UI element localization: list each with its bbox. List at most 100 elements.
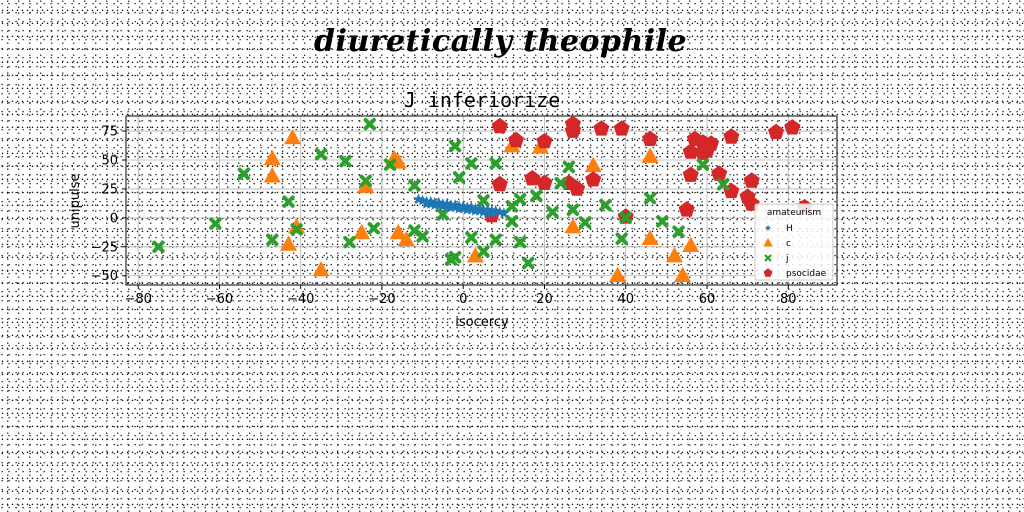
- x-axis-label: isocercy: [455, 315, 509, 330]
- data-point-j: [562, 160, 576, 174]
- legend-title: amateurism: [767, 208, 821, 218]
- data-point-psocidae: [694, 144, 711, 160]
- y-tick-label: 50: [101, 153, 118, 168]
- legend-marker-psocidae: [763, 268, 773, 277]
- data-point-c: [641, 229, 659, 245]
- data-point-h: [486, 207, 498, 219]
- data-point-c: [466, 247, 484, 263]
- x-tick-label: 40: [617, 292, 634, 307]
- axis-ticks: −80 −60 −40 −20 0 20 40 60 80 −50 −25 0 25 50 75: [91, 125, 797, 307]
- data-point-c: [357, 177, 375, 193]
- data-point-c: [284, 128, 302, 145]
- x-tick-label: 20: [536, 292, 553, 307]
- data-point-psocidae: [536, 133, 553, 149]
- data-point-j: [566, 203, 580, 216]
- data-point-j: [578, 216, 592, 229]
- legend-marker-c: [763, 238, 773, 247]
- data-point-c: [397, 230, 415, 247]
- page-title: diuretically theophile: [314, 24, 688, 59]
- data-point-j: [282, 195, 295, 208]
- data-point-c: [584, 156, 602, 173]
- x-tick-label: −40: [287, 292, 314, 307]
- data-point-j: [152, 240, 165, 254]
- data-point-j: [363, 117, 376, 131]
- legend-label-psocidae: psocidae: [786, 269, 827, 279]
- legend: amateurism Hcj psocidae: [754, 203, 834, 281]
- data-point-j: [477, 245, 490, 258]
- data-point-c: [641, 147, 659, 163]
- data-point-c: [609, 266, 627, 283]
- data-point-j: [209, 217, 222, 230]
- data-point-psocidae: [568, 180, 586, 196]
- data-point-psocidae: [678, 201, 695, 217]
- data-point-psocidae: [491, 175, 508, 192]
- data-point-j: [489, 233, 502, 247]
- data-point-psocidae: [768, 123, 785, 140]
- data-points: [152, 115, 813, 283]
- data-point-j: [367, 222, 381, 235]
- data-point-h: [498, 207, 510, 219]
- legend-label-c: c: [786, 239, 791, 249]
- data-point-c: [312, 260, 330, 277]
- data-point-j: [599, 198, 612, 212]
- data-point-j: [436, 208, 450, 221]
- data-point-j: [448, 251, 462, 264]
- data-point-j: [465, 157, 478, 170]
- data-point-psocidae: [524, 170, 541, 186]
- data-point-psocidae: [743, 172, 760, 188]
- data-point-c: [682, 236, 700, 252]
- data-point-j: [452, 171, 466, 184]
- data-point-j: [513, 235, 527, 249]
- legend-marker-h: [764, 224, 772, 231]
- data-point-psocidae: [642, 130, 659, 146]
- data-point-j: [615, 232, 628, 245]
- x-tick-label: −60: [206, 292, 233, 307]
- legend-marker-j: [764, 254, 772, 262]
- data-point-j: [717, 178, 730, 191]
- data-point-j: [408, 179, 421, 192]
- y-axis-label: unipulse: [68, 174, 83, 229]
- data-point-j: [465, 231, 478, 244]
- x-tick-label: −80: [124, 292, 151, 307]
- legend-box: [754, 203, 834, 281]
- data-point-psocidae: [491, 117, 508, 134]
- data-point-j: [416, 230, 429, 243]
- legend-label-h: H: [786, 224, 793, 234]
- data-point-c: [665, 247, 684, 263]
- data-point-psocidae: [613, 120, 630, 136]
- x-tick-label: 60: [699, 292, 716, 307]
- data-point-c: [389, 223, 407, 240]
- data-point-j: [672, 225, 685, 238]
- data-point-j: [237, 167, 251, 181]
- data-point-j: [266, 233, 279, 247]
- data-point-j: [522, 256, 535, 270]
- data-point-psocidae: [564, 115, 581, 131]
- y-tick-label: −25: [91, 240, 118, 255]
- x-tick-label: 80: [780, 292, 797, 307]
- data-point-psocidae: [723, 128, 740, 144]
- data-point-c: [263, 149, 281, 166]
- y-tick-label: 25: [101, 182, 118, 197]
- y-tick-label: 75: [101, 125, 118, 140]
- data-point-j: [546, 205, 559, 219]
- data-point-j: [619, 211, 632, 225]
- data-point-psocidae: [585, 171, 602, 187]
- data-point-j: [696, 158, 710, 171]
- data-point-j: [448, 139, 462, 153]
- data-point-psocidae: [682, 166, 699, 182]
- chart-title: J inferiorize: [404, 88, 561, 112]
- data-point-j: [505, 215, 519, 228]
- data-point-j: [314, 147, 328, 161]
- data-point-c: [564, 218, 582, 234]
- data-point-c: [279, 235, 298, 251]
- data-point-j: [513, 193, 527, 206]
- data-point-j: [643, 191, 657, 205]
- data-point-psocidae: [711, 165, 728, 181]
- data-point-psocidae: [508, 131, 525, 148]
- data-point-c: [353, 223, 371, 240]
- data-point-j: [554, 176, 567, 190]
- legend-label-j: j: [785, 254, 789, 264]
- data-point-j: [339, 154, 352, 168]
- data-point-c: [288, 218, 306, 234]
